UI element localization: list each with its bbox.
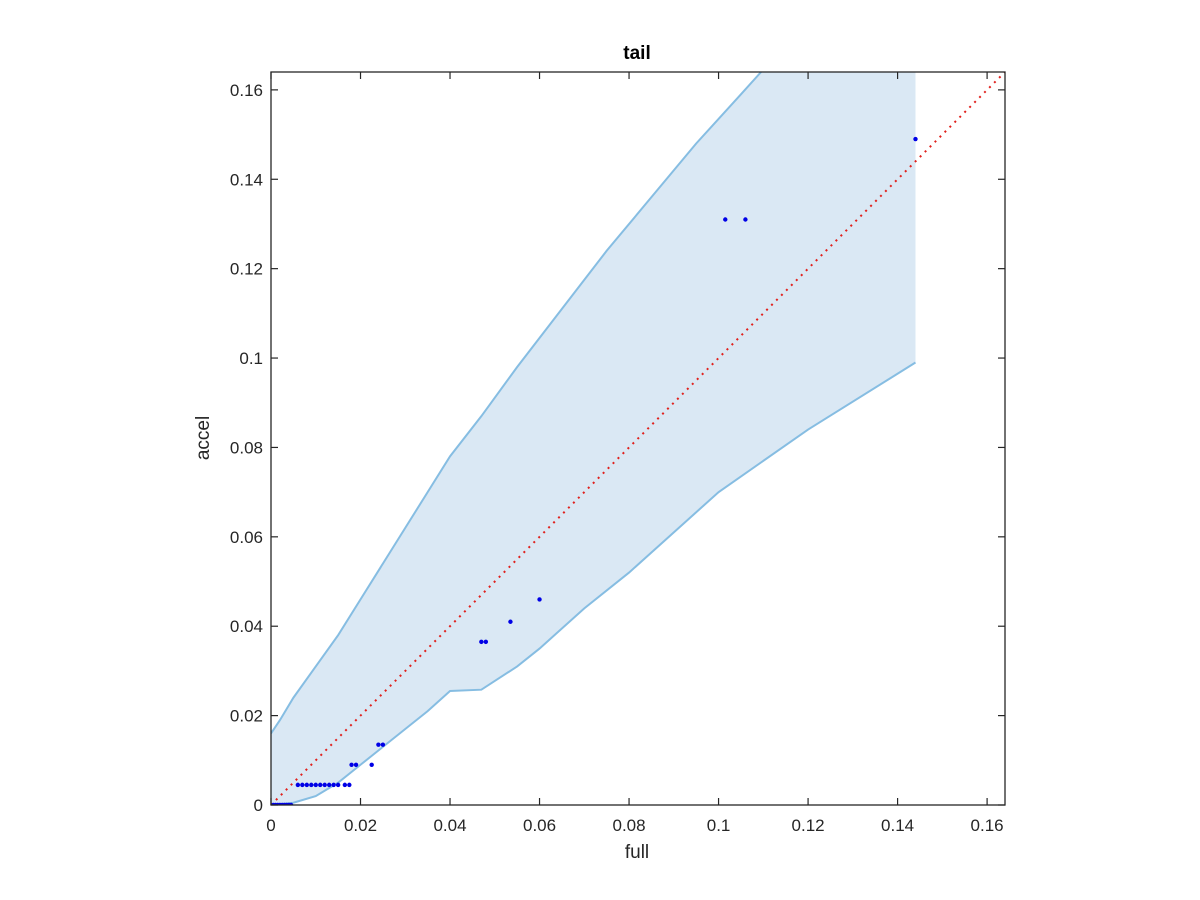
data-point: [304, 782, 310, 788]
data-point: [723, 217, 728, 222]
y-axis-label: accel: [193, 416, 214, 460]
y-tick-label: 0.1: [239, 349, 263, 368]
data-point: [349, 762, 354, 767]
data-point: [347, 782, 352, 788]
y-tick-label: 0.02: [230, 707, 263, 726]
x-tick-label: 0.12: [792, 816, 825, 835]
data-point: [313, 782, 318, 788]
y-tick-label: 0.04: [230, 617, 263, 636]
x-axis-label: full: [625, 842, 649, 863]
x-tick-label: 0.06: [523, 816, 556, 835]
y-tick-label: 0: [254, 796, 263, 815]
x-tick-label: 0.02: [344, 816, 377, 835]
y-tick-label: 0.14: [230, 170, 263, 189]
y-tick-label: 0.08: [230, 438, 263, 457]
band-upper-edge: [271, 72, 762, 735]
axes-box: [270, 71, 1006, 806]
data-point: [479, 639, 484, 645]
data-point: [295, 782, 301, 788]
data-point: [483, 639, 489, 645]
data-point: [508, 619, 513, 624]
y-tick-label: 0.16: [230, 81, 263, 100]
data-point: [537, 597, 542, 602]
y-tick-label: 0.12: [230, 260, 263, 279]
chart-title: tail: [623, 43, 650, 64]
data-point: [376, 742, 381, 747]
data-point: [318, 782, 323, 788]
data-point: [369, 762, 374, 767]
x-tick-label: 0.08: [613, 816, 646, 835]
data-point: [300, 782, 305, 788]
x-tick-label: 0.16: [971, 816, 1004, 835]
data-point: [331, 782, 336, 788]
x-tick-label: 0.04: [433, 816, 466, 835]
data-point: [913, 136, 918, 142]
data-point: [743, 217, 748, 222]
data-point: [380, 742, 386, 747]
confidence-band: [271, 72, 916, 805]
y-tick-label: 0.06: [230, 528, 263, 547]
reference-diagonal: [271, 72, 1005, 805]
x-tick-label: 0: [266, 816, 275, 835]
data-point: [326, 782, 332, 788]
data-point: [309, 782, 314, 788]
plot-inner: [271, 72, 1005, 805]
plot-area: 0 0.02 0.04 0.06 0.08 0.1 0.12 0.14 0.16 0 0.02 0.0…: [230, 71, 1006, 835]
x-tick-label: 0.14: [881, 816, 914, 835]
data-point: [342, 782, 348, 788]
x-tick-label: 0.1: [707, 816, 731, 835]
data-point: [335, 782, 341, 788]
data-point: [322, 782, 327, 788]
data-point: [353, 762, 359, 767]
